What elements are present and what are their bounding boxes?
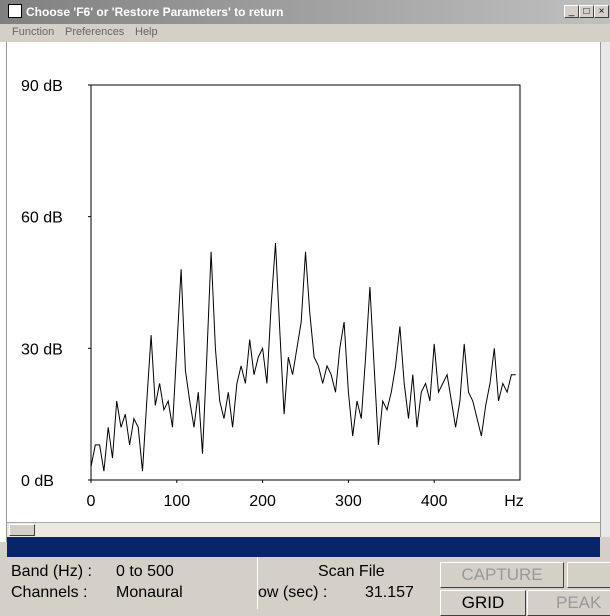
x-axis-label: Hz [504, 493, 524, 510]
grid-button[interactable]: GRID [440, 590, 526, 616]
x-tick-label: 0 [87, 493, 96, 510]
status-bar [7, 537, 600, 557]
mode-label: Scan File [318, 563, 385, 580]
menu-item[interactable]: Function [12, 26, 55, 38]
minimize-button[interactable]: _ [564, 5, 579, 18]
peak-button[interactable]: PEAK [527, 590, 610, 616]
x-tick-label: 100 [163, 493, 190, 510]
window-label: ow (sec) : [258, 584, 328, 601]
maximize-button[interactable]: □ [579, 5, 594, 18]
capture-button[interactable]: CAPTURE [440, 562, 564, 588]
vertical-scrollbar[interactable] [600, 42, 610, 537]
y-tick-label: 30 dB [21, 341, 63, 358]
scroll-thumb[interactable] [9, 524, 35, 536]
title-bar: Choose 'F6' or 'Restore Parameters' to r… [0, 0, 610, 24]
app-icon [8, 4, 22, 18]
band-value: 0 to 500 [116, 563, 174, 580]
menu-item[interactable]: Help [135, 26, 158, 38]
y-tick-label: 0 dB [21, 473, 54, 490]
x-tick-label: 200 [249, 493, 276, 510]
button[interactable] [567, 562, 610, 588]
close-button[interactable]: × [594, 5, 609, 18]
spectrum-chart: 0 dB 30 dB 60 dB 90 dB 0 100 200 300 400 Hz [21, 78, 524, 510]
channels-label: Channels : [11, 584, 88, 601]
y-tick-label: 60 dB [21, 210, 63, 227]
spectrum-line [90, 242, 516, 472]
client-area: 0 dB 30 dB 60 dB 90 dB 0 100 200 300 400 Hz [7, 42, 600, 522]
menu-item[interactable]: Preferences [65, 26, 125, 38]
window-title: Choose 'F6' or 'Restore Parameters' to r… [26, 5, 284, 19]
divider [257, 557, 258, 609]
band-label: Band (Hz) : [11, 563, 92, 580]
info-panel: Band (Hz) : 0 to 500 Channels : Monaural… [7, 557, 610, 616]
channels-value: Monaural [116, 584, 183, 601]
menu-bar: Function Preferences Help [0, 24, 610, 42]
window-value: 31.157 [365, 584, 414, 601]
x-tick-label: 400 [421, 493, 448, 510]
y-tick-label: 90 dB [21, 78, 63, 95]
plot-frame [90, 84, 521, 481]
left-edge [0, 42, 7, 542]
horizontal-scrollbar[interactable] [7, 522, 600, 537]
x-tick-label: 300 [335, 493, 362, 510]
